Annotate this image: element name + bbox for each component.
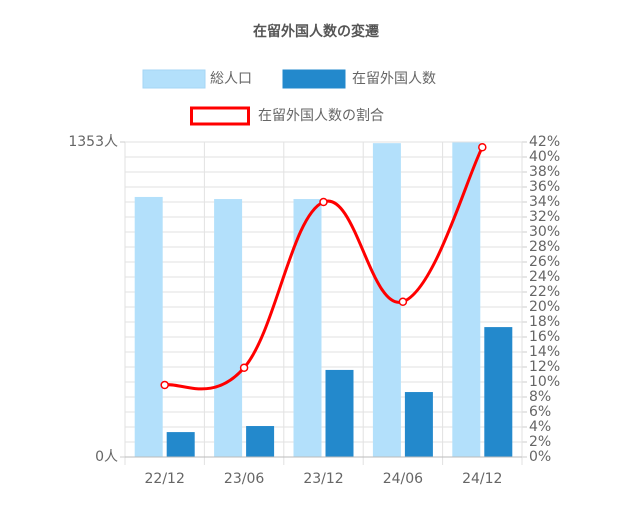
y2-tick-label: 32% (529, 209, 560, 225)
bar (134, 196, 163, 457)
line (164, 146, 484, 391)
bar (214, 199, 243, 457)
y2-tick-label: 12% (529, 359, 560, 375)
y2-tick-label: 0% (529, 449, 551, 465)
y2-tick-label: 4% (529, 419, 551, 435)
y-tick-label: 0人 (95, 449, 118, 465)
line-point (239, 363, 249, 372)
line-point (160, 380, 169, 390)
y2-tick-label: 8% (529, 389, 551, 405)
bar (452, 142, 481, 457)
bar (484, 327, 513, 457)
y2-tick-label: 30% (529, 224, 560, 240)
line-point (478, 143, 487, 152)
y2-tick-label: 36% (529, 179, 560, 195)
bar (404, 392, 433, 457)
bar (246, 426, 275, 457)
y2-tick-label: 24% (529, 269, 560, 285)
bar (166, 432, 195, 457)
y2-tick-label: 42% (529, 134, 560, 150)
legend-swatch (282, 69, 346, 89)
y2-tick-label: 6% (529, 404, 551, 420)
bar (372, 143, 401, 458)
line-point (319, 197, 328, 207)
x-tick-label: 24/12 (462, 471, 502, 487)
y-tick-label: 1353人 (68, 134, 118, 150)
y2-tick-label: 10% (529, 374, 560, 390)
legend-label: 在留外国人数の割合 (258, 107, 384, 124)
x-tick-label: 23/12 (303, 471, 343, 487)
y2-tick-label: 20% (529, 299, 560, 315)
legend-label: 在留外国人数 (352, 71, 436, 87)
y2-tick-label: 16% (529, 329, 560, 345)
chart-title: 在留外国人数の変遷 (253, 23, 379, 40)
y2-tick-label: 28% (529, 239, 560, 255)
legend-swatch (190, 106, 250, 126)
y2-tick-label: 2% (529, 434, 551, 450)
x-tick-label: 24/06 (383, 471, 423, 487)
legend-swatch (142, 69, 206, 89)
x-tick-label: 23/06 (224, 471, 264, 487)
y2-tick-label: 34% (529, 194, 560, 210)
bar (325, 369, 354, 457)
legend-label: 総人口 (210, 71, 252, 87)
bar (293, 199, 322, 457)
y2-tick-label: 18% (529, 314, 560, 330)
y2-tick-label: 38% (529, 164, 560, 180)
x-tick-label: 22/12 (145, 471, 185, 487)
y2-tick-label: 40% (529, 149, 560, 165)
line-point (398, 297, 408, 306)
y2-tick-label: 22% (529, 284, 560, 300)
y2-tick-label: 26% (529, 254, 560, 270)
y2-tick-label: 14% (529, 344, 560, 360)
